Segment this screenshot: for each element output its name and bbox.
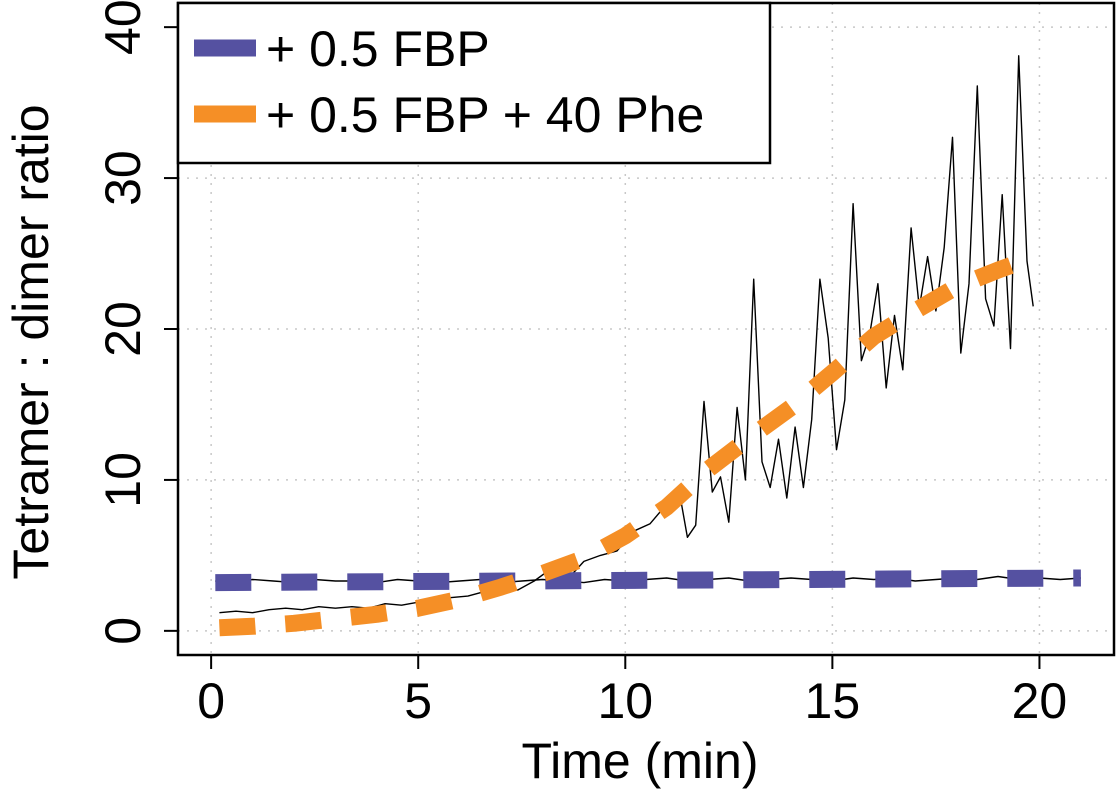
x-tick-label: 0	[197, 673, 225, 729]
y-tick-label: 20	[95, 301, 151, 357]
x-tick-label: 20	[1012, 673, 1068, 729]
y-tick-label: 40	[95, 0, 151, 55]
legend-label-2: + 0.5 FBP + 40 Phe	[266, 87, 704, 143]
x-tick-label: 10	[597, 673, 653, 729]
y-axis: 0 10 20 30 40	[95, 0, 178, 645]
x-tick-label: 5	[404, 673, 432, 729]
legend-label-1: + 0.5 FBP	[266, 21, 490, 77]
x-axis-title: Time (min)	[521, 733, 758, 789]
series-1-fit-line	[215, 569, 1081, 592]
y-tick-label: 10	[95, 452, 151, 508]
data-layer	[215, 55, 1081, 637]
series-2-fit-line	[219, 253, 1026, 637]
y-tick-label: 0	[95, 617, 151, 645]
legend-box	[176, 1, 772, 165]
x-axis: 0 5 10 15 20	[197, 654, 1068, 729]
y-tick-label: 30	[95, 150, 151, 206]
x-tick-label: 15	[805, 673, 861, 729]
y-axis-title: Tetramer : dimer ratio	[3, 104, 59, 579]
legend: + 0.5 FBP + 0.5 FBP + 40 Phe	[176, 1, 772, 165]
